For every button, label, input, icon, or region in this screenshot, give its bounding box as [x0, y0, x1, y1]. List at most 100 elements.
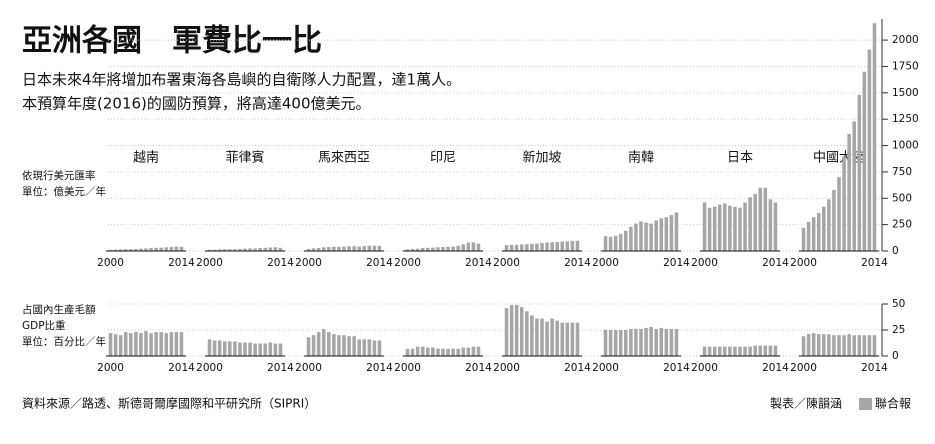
bar	[263, 247, 268, 251]
bar	[426, 247, 430, 251]
bar	[362, 339, 367, 356]
bar	[852, 121, 856, 251]
x-tick-label: 2014	[168, 257, 195, 269]
bar	[456, 348, 460, 356]
bar	[816, 213, 821, 251]
bar	[108, 333, 113, 356]
bar	[509, 305, 514, 356]
bar	[238, 342, 242, 356]
bar	[545, 242, 549, 251]
bar	[519, 307, 524, 356]
bar	[728, 205, 732, 251]
bar	[174, 332, 179, 356]
bar	[253, 248, 257, 251]
bar	[613, 235, 618, 251]
bar	[530, 243, 534, 251]
bar	[337, 335, 341, 356]
y-tick-label: 750	[892, 166, 912, 178]
bar	[723, 203, 727, 251]
bar	[545, 321, 549, 356]
bar	[575, 240, 580, 251]
x-tick-label: 2000	[790, 257, 817, 269]
bar	[862, 71, 867, 252]
bar	[263, 343, 268, 356]
bar	[212, 249, 217, 251]
bar	[664, 328, 669, 356]
bar	[233, 249, 237, 251]
x-tick-label: 2000	[493, 362, 520, 374]
bar	[238, 248, 242, 251]
bar	[113, 334, 118, 356]
bar	[436, 348, 440, 356]
bar	[258, 343, 262, 356]
bar	[649, 223, 653, 251]
bar	[222, 249, 227, 251]
panel-title: 南韓	[628, 150, 654, 166]
bar	[212, 340, 217, 356]
bar	[525, 244, 529, 251]
y-tick-label: 250	[892, 219, 912, 231]
panel-title: 中國大陸	[813, 150, 865, 166]
bar	[228, 249, 232, 251]
bar	[644, 327, 648, 356]
bar	[555, 320, 559, 356]
bar	[436, 247, 440, 251]
subtitle: 日本未來4年將增加布署東海各島嶼的自衛隊人力配置，達1萬人。	[22, 71, 461, 89]
bar	[654, 220, 658, 251]
x-tick-label: 2014	[267, 362, 294, 374]
x-tick-label: 2000	[295, 257, 322, 269]
bar	[352, 246, 356, 251]
bar	[347, 246, 351, 251]
bar	[857, 94, 862, 251]
bar	[342, 246, 346, 251]
bar	[311, 248, 316, 251]
bar	[332, 334, 336, 356]
bar	[758, 187, 763, 251]
x-tick-label: 2000	[691, 362, 718, 374]
bar	[327, 246, 331, 251]
bar	[367, 339, 372, 356]
bar	[446, 246, 450, 251]
bar	[707, 207, 712, 251]
bar	[530, 315, 534, 356]
bar	[169, 246, 174, 251]
bar	[753, 345, 757, 356]
bar	[867, 335, 872, 356]
bar	[555, 242, 559, 251]
bar	[273, 343, 278, 356]
bar	[123, 249, 128, 251]
bar	[634, 328, 638, 356]
bar	[639, 221, 643, 251]
bar	[712, 206, 717, 251]
bar	[144, 331, 148, 356]
bar	[149, 248, 153, 251]
bar	[872, 335, 877, 356]
bar	[806, 334, 811, 356]
bar	[806, 222, 811, 251]
bar	[476, 243, 481, 251]
bar	[763, 345, 768, 356]
bar	[129, 333, 133, 356]
bar	[560, 241, 565, 251]
bar	[306, 337, 311, 356]
bar	[519, 244, 524, 251]
x-tick-label: 2000	[295, 362, 322, 374]
legend-swatch	[859, 398, 872, 410]
bar	[550, 242, 554, 251]
y-tick-label: 1500	[892, 87, 919, 99]
bar	[832, 335, 836, 356]
bar	[822, 334, 826, 356]
bar	[316, 248, 321, 251]
source: 資料來源／路透、斯德哥爾摩國際和平研究所（SIPRI）	[22, 396, 316, 411]
x-tick-label: 2000	[790, 362, 817, 374]
bar	[471, 346, 476, 356]
x-tick-label: 2000	[394, 257, 421, 269]
bar	[217, 249, 222, 251]
bar	[248, 248, 252, 251]
bar	[321, 328, 326, 356]
bar	[674, 212, 679, 251]
bar	[773, 202, 778, 251]
bar	[332, 246, 336, 251]
bar	[154, 332, 158, 356]
bar	[702, 202, 707, 251]
